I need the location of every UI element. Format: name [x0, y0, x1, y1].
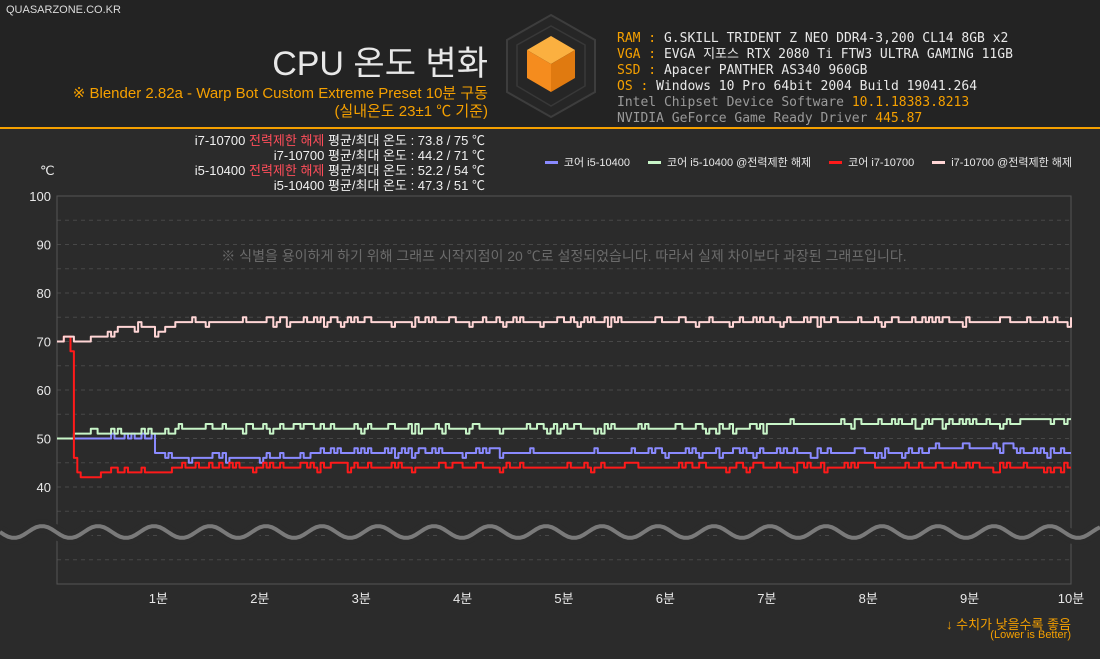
legend-swatch — [647, 160, 661, 164]
lower-is-better-english: (Lower is Better) — [990, 629, 1071, 641]
legend-swatch — [544, 160, 558, 164]
spec-vga: VGA : EVGA 지포스 RTX 2080 Ti FTW3 ULTRA GA… — [617, 47, 1013, 62]
lower-is-better-label: ↓ 수치가 낮을수록 좋음 — [946, 617, 1071, 632]
legend-item: i7-10700 @전력제한 해제 — [932, 154, 1072, 170]
spec-ram: RAM : G.SKILL TRIDENT Z NEO DDR4-3,200 C… — [617, 31, 1009, 46]
stat-row: i7-10700 전력제한 해제 평균/최대 온도 : 73.8 / 75 ℃ — [194, 133, 485, 148]
system-specs: RAM : G.SKILL TRIDENT Z NEO DDR4-3,200 C… — [617, 31, 1013, 127]
series-line-2 — [57, 418, 1071, 440]
spec-ssd: SSD : Apacer PANTHER AS340 960GB — [617, 63, 868, 78]
spec-os: OS : Windows 10 Pro 64bit 2004 Build 190… — [617, 79, 978, 94]
x-tick-label: 3분 — [352, 591, 371, 606]
room-temp-note: (실내온도 23±1 ℃ 기준) — [334, 103, 488, 120]
y-tick-label: 70 — [37, 335, 51, 350]
stat-row: i7-10700 평균/최대 온도 : 44.2 / 71 ℃ — [273, 148, 485, 163]
header-divider — [0, 127, 1100, 129]
x-tick-label: 5분 — [554, 591, 573, 606]
chart-subtitle: ※ Blender 2.82a - Warp Bot Custom Extrem… — [72, 85, 488, 102]
y-axis-unit: ℃ — [40, 163, 55, 178]
site-label: QUASARZONE.CO.KR — [6, 4, 121, 16]
chart-title: CPU 온도 변화 — [272, 45, 488, 83]
legend-item: 코어 i7-10700 — [829, 154, 914, 170]
cube-logo-icon — [506, 13, 596, 119]
legend-item: 코어 i5-10400 — [544, 154, 630, 170]
x-tick-label: 10분 — [1058, 591, 1084, 606]
spec-chipset: Intel Chipset Device Software 10.1.18383… — [617, 95, 970, 110]
series-line-4 — [57, 316, 1072, 343]
series-line-1 — [57, 432, 1071, 464]
x-tick-label: 2분 — [250, 591, 269, 606]
series-line-3 — [57, 335, 1071, 479]
axis-break-wave — [0, 524, 1100, 540]
temperature-stats: i7-10700 전력제한 해제 평균/최대 온도 : 73.8 / 75 ℃ … — [195, 133, 485, 193]
x-tick-label: 9분 — [960, 591, 979, 606]
x-tick-label: 6분 — [656, 591, 675, 606]
plot-frame — [56, 195, 1072, 585]
y-tick-label: 90 — [37, 238, 51, 253]
x-tick-label: 8분 — [859, 591, 878, 606]
y-tick-label: 40 — [37, 480, 51, 495]
y-tick-label: 100 — [29, 189, 51, 204]
stat-row: i5-10400 전력제한 해제 평균/최대 온도 : 52.2 / 54 ℃ — [194, 163, 485, 178]
legend-swatch — [829, 160, 843, 164]
y-tick-label: 80 — [37, 286, 51, 301]
spec-driver: NVIDIA GeForce Game Ready Driver 445.87 — [617, 111, 923, 126]
y-tick-label: 60 — [37, 383, 51, 398]
axis-start-note: ※ 식별을 용이하게 하기 위해 그래프 시작지점이 20 ℃로 설정되었습니다… — [221, 248, 907, 264]
x-tick-label: 7분 — [757, 591, 776, 606]
x-tick-label: 4분 — [453, 591, 472, 606]
chart-legend: 코어 i5-10400 코어 i5-10400 @전력제한 해제 코어 i7-1… — [544, 154, 1072, 170]
legend-item: 코어 i5-10400 @전력제한 해제 — [647, 154, 811, 170]
y-tick-label: 50 — [37, 432, 51, 447]
legend-swatch — [932, 160, 946, 164]
x-tick-label: 1분 — [149, 591, 168, 606]
stat-row: i5-10400 평균/최대 온도 : 47.3 / 51 ℃ — [273, 178, 485, 193]
